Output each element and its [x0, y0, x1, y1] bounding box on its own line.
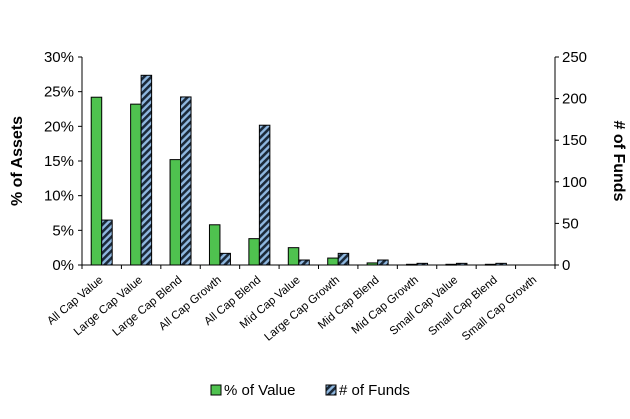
bar-percent-of-value — [248, 238, 260, 266]
category-label: Small Cap Value — [388, 274, 461, 338]
bar-percent-of-value — [445, 263, 457, 266]
bar-percent-of-value — [327, 257, 339, 266]
y2-tick-label: 250 — [562, 49, 587, 66]
category-label: Small Cap Growth — [460, 274, 539, 343]
y-tick-label: 15% — [44, 153, 74, 170]
bar-percent-of-value — [366, 262, 379, 266]
category-label: Large Cap Value — [72, 274, 145, 338]
y2-tick-label: 0 — [562, 257, 570, 274]
y-tick-label: 5% — [52, 222, 74, 239]
y-tick-label: 0% — [52, 257, 74, 274]
y2-tick-label: 50 — [562, 215, 579, 232]
legend-label-funds: # of Funds — [339, 382, 410, 399]
y-tick-label: 10% — [44, 188, 74, 205]
legend-swatch-value — [210, 384, 222, 396]
bar-number-of-funds — [377, 259, 389, 266]
bars — [90, 74, 507, 266]
legend-swatch-funds — [325, 384, 337, 396]
y-axis-title: % of Assets — [9, 116, 26, 206]
bar-percent-of-value — [287, 247, 300, 266]
y-tick-label: 20% — [44, 118, 74, 135]
bar-number-of-funds — [455, 262, 468, 266]
category-label: Mid Cap Growth — [350, 274, 421, 337]
bar-number-of-funds — [180, 96, 192, 266]
category-label: Large Cap Blend — [111, 274, 185, 339]
y-tick-label: 30% — [44, 49, 74, 66]
legend-label-value: % of Value — [224, 382, 295, 399]
y2-tick-label: 200 — [562, 91, 587, 108]
y2-tick-label: 100 — [562, 174, 587, 191]
y-tick-label: 25% — [44, 84, 74, 101]
bar-number-of-funds — [140, 74, 153, 266]
y2-axis-title: # of Funds — [610, 121, 627, 202]
bar-number-of-funds — [298, 259, 310, 266]
bar-percent-of-value — [130, 103, 142, 266]
bar-percent-of-value — [169, 159, 182, 266]
category-label: Small Cap Blend — [426, 274, 499, 338]
bar-number-of-funds — [219, 252, 231, 266]
bar-number-of-funds — [337, 252, 350, 266]
bar-percent-of-value — [90, 96, 103, 266]
y2-tick-label: 150 — [562, 132, 587, 149]
bar-number-of-funds — [258, 124, 271, 266]
bar-percent-of-value — [208, 224, 221, 266]
category-label: Large Cap Growth — [262, 274, 342, 344]
bar-percent-of-value — [406, 263, 418, 266]
legend: % of Value # of Funds — [210, 382, 410, 399]
bar-number-of-funds — [416, 262, 429, 266]
axes — [78, 56, 559, 269]
bar-number-of-funds — [495, 262, 507, 266]
bar-percent-of-value — [484, 263, 497, 266]
bar-number-of-funds — [101, 219, 113, 266]
